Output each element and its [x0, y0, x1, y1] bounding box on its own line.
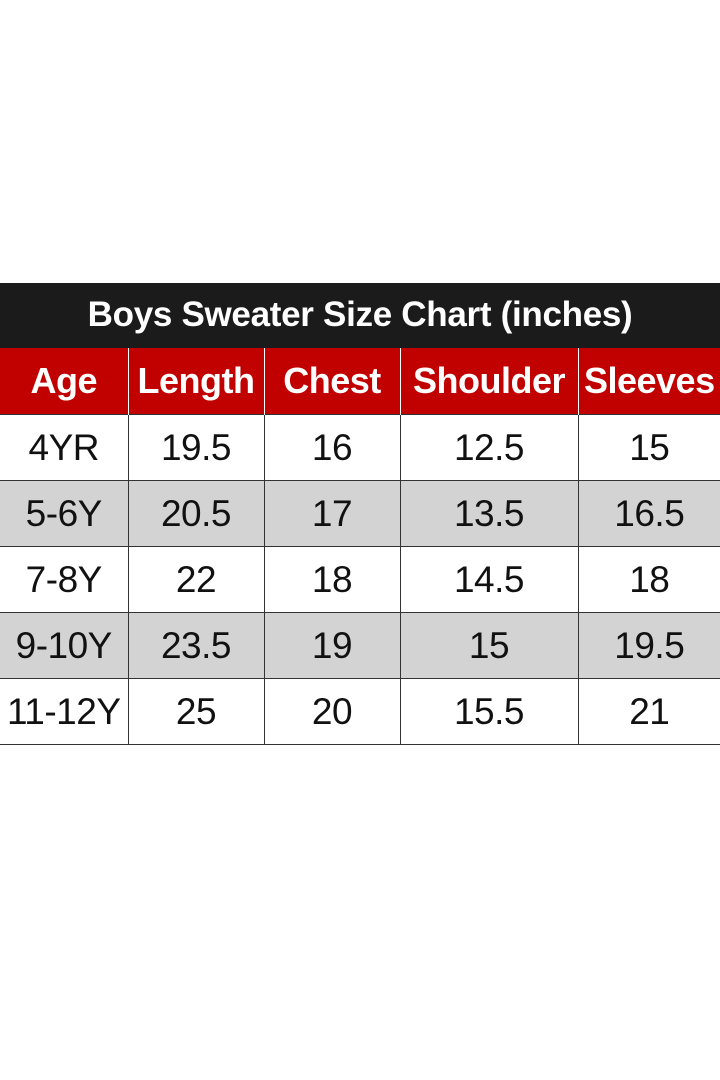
cell-chest: 18 [263, 546, 401, 613]
table-row: 11-12Y 25 20 15.5 21 [0, 678, 720, 745]
cell-sleeves: 18 [577, 546, 720, 613]
chart-title: Boys Sweater Size Chart (inches) [0, 283, 720, 348]
cell-shoulder: 15 [399, 612, 579, 679]
column-header-length: Length [127, 347, 265, 415]
cell-length: 22 [127, 546, 265, 613]
table-row: 7-8Y 22 18 14.5 18 [0, 546, 720, 613]
cell-length: 25 [127, 678, 265, 745]
column-header-row: Age Length Chest Shoulder Sleeves [0, 347, 720, 415]
table-row: 9-10Y 23.5 19 15 19.5 [0, 612, 720, 679]
cell-chest: 16 [263, 414, 401, 481]
cell-age: 9-10Y [0, 612, 129, 679]
column-header-age: Age [0, 347, 129, 415]
column-header-shoulder: Shoulder [399, 347, 579, 415]
table-row: 4YR 19.5 16 12.5 15 [0, 414, 720, 481]
table-row: 5-6Y 20.5 17 13.5 16.5 [0, 480, 720, 547]
title-row: Boys Sweater Size Chart (inches) [0, 283, 720, 348]
column-header-chest: Chest [263, 347, 401, 415]
cell-age: 4YR [0, 414, 129, 481]
cell-sleeves: 21 [577, 678, 720, 745]
cell-sleeves: 15 [577, 414, 720, 481]
cell-age: 7-8Y [0, 546, 129, 613]
cell-length: 23.5 [127, 612, 265, 679]
cell-sleeves: 16.5 [577, 480, 720, 547]
cell-sleeves: 19.5 [577, 612, 720, 679]
cell-shoulder: 14.5 [399, 546, 579, 613]
cell-length: 19.5 [127, 414, 265, 481]
cell-chest: 17 [263, 480, 401, 547]
cell-chest: 19 [263, 612, 401, 679]
cell-shoulder: 13.5 [399, 480, 579, 547]
cell-length: 20.5 [127, 480, 265, 547]
size-chart-table: Boys Sweater Size Chart (inches) Age Len… [0, 283, 720, 745]
cell-shoulder: 12.5 [399, 414, 579, 481]
cell-age: 5-6Y [0, 480, 129, 547]
cell-chest: 20 [263, 678, 401, 745]
cell-age: 11-12Y [0, 678, 129, 745]
column-header-sleeves: Sleeves [577, 347, 720, 415]
cell-shoulder: 15.5 [399, 678, 579, 745]
